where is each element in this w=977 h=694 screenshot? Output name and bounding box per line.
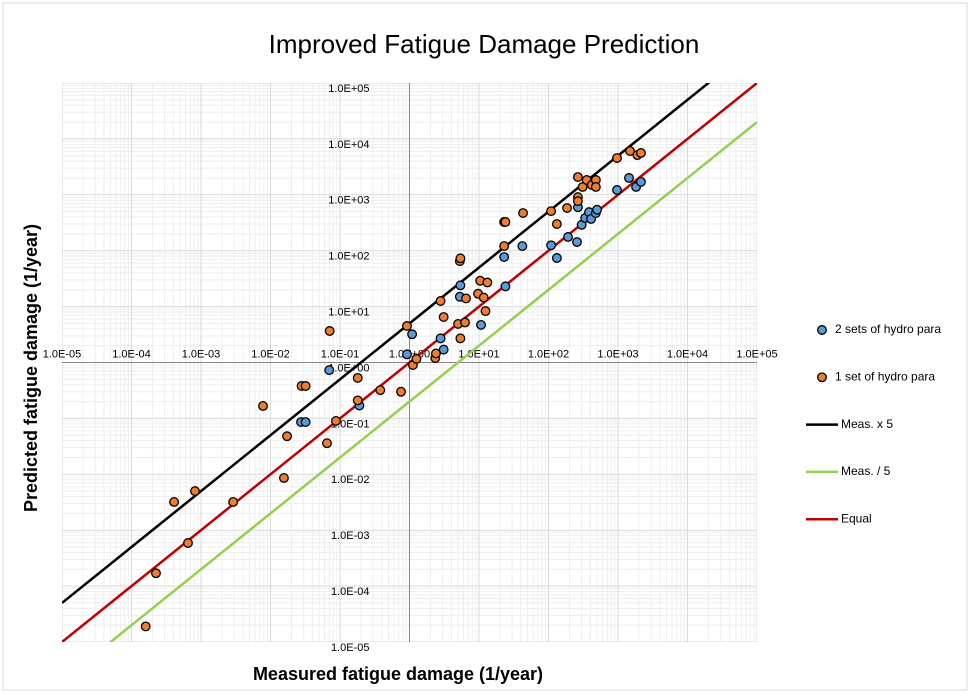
data-point xyxy=(562,203,573,213)
data-point xyxy=(151,568,161,579)
data-point xyxy=(572,196,583,207)
data-point xyxy=(430,348,441,359)
legend-label: 2 sets of hydro para xyxy=(835,322,941,336)
data-point xyxy=(324,326,335,336)
legend-label: Meas. / 5 xyxy=(841,464,891,478)
data-point xyxy=(460,317,471,328)
x-tick-label: 1.0E+04 xyxy=(667,348,708,360)
data-point xyxy=(352,372,363,383)
y-tick-label: 1.0E-03 xyxy=(331,530,370,542)
data-point xyxy=(625,146,635,157)
data-point xyxy=(563,232,573,242)
data-point xyxy=(282,431,292,442)
reference-line xyxy=(108,121,757,642)
data-point xyxy=(375,385,386,396)
data-point xyxy=(551,253,562,263)
x-tick-label: 1.0E+01 xyxy=(458,348,499,360)
data-point xyxy=(455,253,466,264)
data-point xyxy=(190,486,200,497)
data-point xyxy=(435,333,446,344)
y-tick-label: 1.0E+03 xyxy=(328,195,369,207)
data-point xyxy=(140,621,151,632)
data-point xyxy=(461,293,471,304)
data-point xyxy=(300,381,311,391)
data-point xyxy=(258,401,268,411)
data-point xyxy=(476,319,486,330)
data-point xyxy=(455,280,466,291)
data-point xyxy=(402,349,412,360)
x-tick-label: 1.0E-03 xyxy=(182,348,221,360)
data-point xyxy=(324,365,335,376)
x-tick-label: 1.0E-01 xyxy=(321,348,360,360)
data-point xyxy=(500,217,511,227)
data-point xyxy=(455,333,466,344)
data-point xyxy=(438,312,449,323)
data-point xyxy=(636,176,646,187)
y-tick-label: 1.0E+02 xyxy=(328,251,369,263)
data-point xyxy=(228,497,239,507)
data-point xyxy=(183,538,193,548)
y-tick-label: 1.0E+04 xyxy=(328,139,369,151)
points xyxy=(140,146,646,632)
x-tick-label: 1.0E+03 xyxy=(597,348,638,360)
data-point xyxy=(480,306,491,317)
x-tick-label: 1.0E-02 xyxy=(251,348,290,360)
data-point xyxy=(438,344,449,355)
y-tick-label: 1.0E+01 xyxy=(328,307,369,319)
x-tick-label: 1.0E+02 xyxy=(528,348,569,360)
data-point xyxy=(352,395,363,406)
data-point xyxy=(624,173,634,183)
data-point xyxy=(322,438,332,449)
data-point xyxy=(169,497,180,507)
y-tick-label: 1.0E-04 xyxy=(331,586,370,598)
chart-title: Improved Fatigue Damage Prediction xyxy=(269,29,700,59)
data-point xyxy=(396,386,406,397)
data-point xyxy=(572,237,582,247)
x-tick-label: 1.0E-05 xyxy=(43,348,82,360)
x-tick-label: 1.0E-04 xyxy=(112,348,151,360)
y-tick-label: 1.0E-05 xyxy=(331,642,370,654)
data-point xyxy=(612,185,622,195)
data-point xyxy=(407,329,418,340)
data-point xyxy=(592,204,603,215)
data-point xyxy=(478,292,489,303)
legend-marker xyxy=(817,325,827,335)
data-point xyxy=(636,148,646,158)
legend-label: Equal xyxy=(841,511,872,525)
data-point xyxy=(546,240,557,251)
data-point xyxy=(402,321,412,331)
y-axis-label: Predicted fatigue damage (1/year) xyxy=(21,224,41,512)
data-point xyxy=(435,296,446,306)
y-tick-label: 1.0E+05 xyxy=(328,83,369,95)
legend-marker xyxy=(817,372,827,383)
data-point xyxy=(278,473,289,483)
data-point xyxy=(518,208,528,218)
data-point xyxy=(499,252,510,262)
data-point xyxy=(411,353,422,364)
data-point xyxy=(546,206,557,217)
data-point xyxy=(482,277,493,288)
data-point xyxy=(590,182,601,192)
data-point xyxy=(572,172,583,182)
data-point xyxy=(500,281,511,292)
data-point xyxy=(551,219,562,229)
x-tick-label: 1.0E+05 xyxy=(736,348,777,360)
x-axis-label: Measured fatigue damage (1/year) xyxy=(253,664,543,684)
data-point xyxy=(517,241,528,252)
legend-label: Meas. x 5 xyxy=(841,417,893,431)
data-point xyxy=(331,416,341,426)
data-point xyxy=(612,153,622,163)
y-tick-label: 1.0E-02 xyxy=(331,474,370,486)
legend-label: 1 set of hydro para xyxy=(835,369,935,383)
data-point xyxy=(499,241,510,252)
data-point xyxy=(300,417,311,428)
